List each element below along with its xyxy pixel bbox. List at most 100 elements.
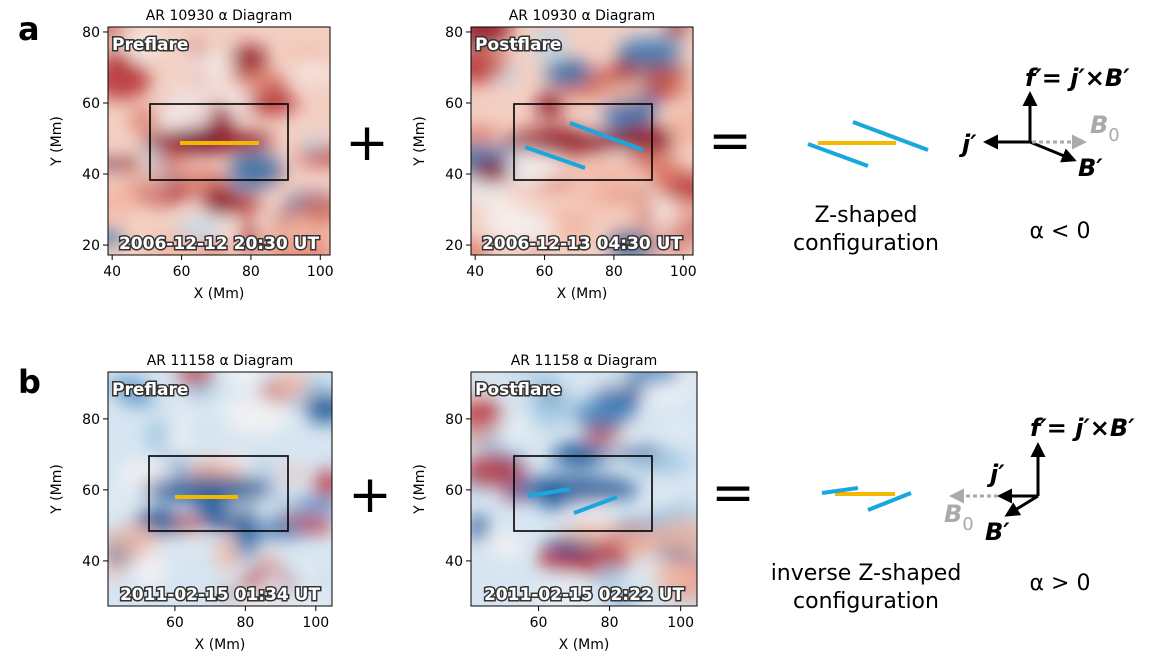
timestamp: 2006-12-12 20:30 UT: [119, 234, 319, 254]
map-blob: [294, 497, 332, 514]
configuration: Z-shaped: [815, 203, 918, 228]
map-blob: [659, 570, 697, 597]
x-axis-label: X (Mm): [557, 286, 608, 302]
configuration: inverse Z-shaped: [771, 561, 962, 586]
y-axis-label: Y (Mm): [412, 116, 428, 167]
map-blob: [258, 550, 275, 564]
map-structures: [108, 27, 330, 255]
map-blob: [617, 37, 682, 64]
x-axis-label: X (Mm): [194, 286, 245, 302]
x-tick-label: 60: [536, 264, 554, 280]
map-blob: [302, 134, 325, 152]
y-axis-label: Y (Mm): [412, 464, 428, 515]
y-tick-label: 40: [445, 167, 463, 183]
b0-label: B: [1090, 111, 1108, 139]
x-tick-label: 100: [302, 615, 329, 631]
map-blob: [608, 596, 636, 606]
map-blob: [304, 378, 332, 394]
map-blob: [472, 159, 510, 184]
map-blob: [594, 372, 633, 389]
map-blob: [129, 108, 161, 131]
alpha-sign: α < 0: [1030, 219, 1091, 244]
map-blob: [108, 184, 138, 218]
map-blob: [145, 418, 170, 453]
y-tick-label: 20: [445, 238, 463, 254]
configuration: configuration: [793, 589, 939, 614]
map-blob: [119, 393, 157, 406]
b0-label: B0: [1090, 111, 1120, 146]
map-blob: [471, 27, 513, 47]
y-tick-label: 60: [82, 483, 100, 499]
z-config: [807, 120, 929, 168]
map-blob: [132, 547, 167, 589]
map-blob: [471, 515, 489, 540]
map-blob: [169, 428, 189, 451]
x-tick-label: 80: [236, 615, 254, 631]
y-tick-label: 60: [445, 96, 463, 112]
map-blob: [296, 195, 330, 224]
x-tick-label: 40: [466, 264, 484, 280]
region-box: [513, 455, 653, 532]
equals: =: [711, 463, 755, 523]
map-blob: [504, 475, 641, 503]
pil-segment: [524, 145, 586, 170]
alpha-sign: α > 0: [1030, 571, 1091, 596]
map-blob: [482, 201, 533, 238]
map-blob: [304, 392, 332, 423]
panel-title: AR 10930 α Diagram: [146, 8, 293, 24]
map-blob: [108, 58, 151, 101]
row-label: a: [18, 10, 40, 48]
map-blob: [228, 45, 269, 75]
y-axis-label: Y (Mm): [49, 116, 65, 167]
map-blob: [578, 180, 641, 210]
map-blob: [655, 487, 672, 509]
axes-frame: [107, 26, 331, 256]
map-blob: [634, 62, 689, 78]
current-label: j′: [986, 460, 1005, 488]
map-blob: [238, 505, 257, 546]
map-blob: [604, 446, 666, 457]
map-blob: [526, 247, 545, 255]
map-blob: [130, 29, 161, 61]
pil-segment: [573, 495, 618, 515]
map-blob: [525, 396, 586, 414]
map-blob: [489, 49, 509, 75]
map-blob: [499, 379, 536, 391]
map-blob: [664, 27, 687, 39]
map-blob: [289, 574, 330, 606]
map-blob: [471, 180, 511, 205]
map-blob: [229, 72, 292, 91]
configuration: configuration: [793, 231, 939, 256]
map-blob: [573, 396, 636, 431]
map-blob: [562, 522, 622, 543]
map-blob: [297, 146, 330, 166]
map-blob: [641, 82, 674, 97]
map-blob: [536, 90, 563, 121]
map-blob: [471, 385, 489, 397]
map-blob: [174, 516, 204, 535]
force-label: f′= j′×B′: [1030, 414, 1135, 442]
x-tick-label: 60: [173, 264, 191, 280]
map-blob: [229, 372, 261, 391]
map-structures: [471, 372, 697, 606]
panel: Postflare 2011-02-15 02:22 UT AR 11158 α D…: [412, 353, 698, 653]
panel-title: AR 11158 α Diagram: [511, 353, 658, 369]
x-tick-label: 100: [670, 264, 697, 280]
x-axis-label: X (Mm): [559, 637, 610, 653]
map-blob: [535, 577, 595, 606]
map-blob: [108, 27, 128, 35]
map-blob: [656, 519, 697, 556]
map-blob: [164, 458, 191, 469]
map-blob: [138, 168, 168, 194]
map-blob: [471, 456, 526, 488]
map-blob: [627, 451, 692, 474]
axes-frame: [470, 371, 698, 607]
map-blob: [108, 228, 124, 246]
map-blob: [240, 217, 258, 255]
panel-tag: Preflare: [112, 35, 188, 55]
map-blob: [214, 535, 241, 572]
map-blob: [108, 525, 158, 558]
x-tick-label: 80: [242, 264, 260, 280]
map-blob: [471, 398, 504, 432]
